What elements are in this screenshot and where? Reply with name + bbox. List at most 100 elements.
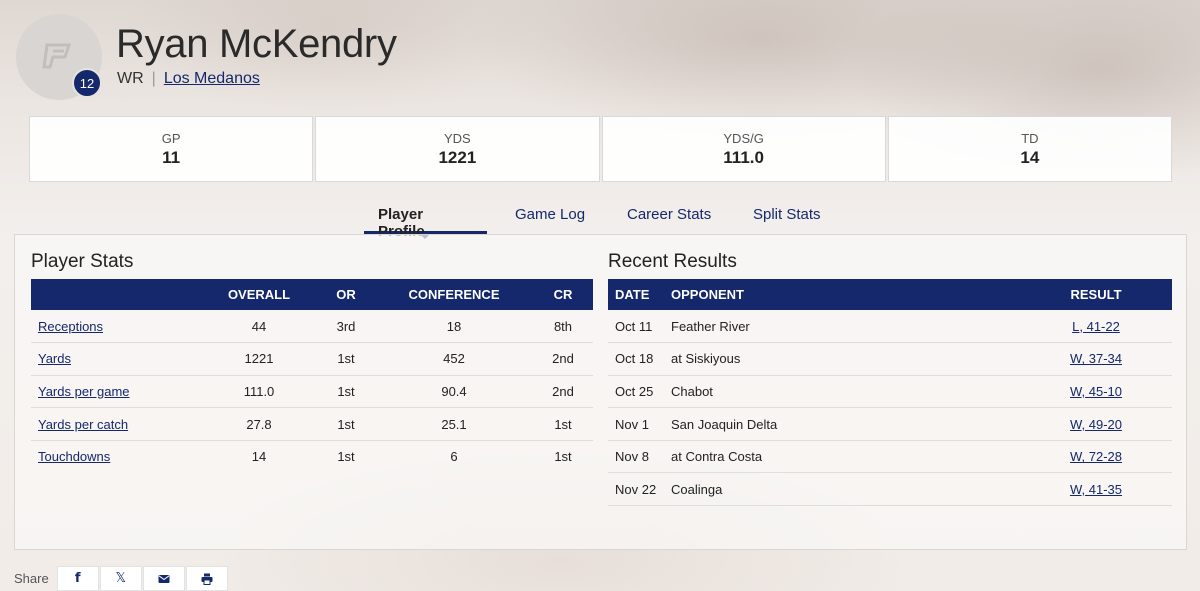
result-link[interactable]: W, 45-10 <box>1069 383 1123 399</box>
column-header-or: OR <box>336 287 356 302</box>
summary-card-td: TD 14 <box>887 116 1172 182</box>
column-header-opponent: OPPONENT <box>671 287 744 302</box>
opponent-cell: at Siskiyous <box>671 351 741 367</box>
tab-game-log[interactable]: Game Log <box>515 206 586 223</box>
table-row: Oct 18 at Siskiyous W, 37-34 <box>608 343 1172 376</box>
table-row: Yards 1221 1st 452 2nd <box>31 343 593 376</box>
table-row: Oct 25 Chabot W, 45-10 <box>608 375 1172 408</box>
overall-cell: 111.0 <box>243 383 275 399</box>
table-row: Yards per game 111.0 1st 90.4 2nd <box>31 375 593 408</box>
table-row: Oct 11 Feather River L, 41-22 <box>608 310 1172 343</box>
opponent-cell: Chabot <box>671 383 713 399</box>
table-row: Touchdowns 14 1st 6 1st <box>31 440 593 473</box>
column-header-result: RESULT <box>1070 287 1122 302</box>
share-bar: Share f 𝕏 <box>14 566 229 591</box>
summary-card-yds-per-game: YDS/G 111.0 <box>601 116 886 182</box>
logo-icon <box>42 43 72 69</box>
share-x-button[interactable]: 𝕏 <box>99 566 142 591</box>
summary-value: 11 <box>162 147 181 167</box>
conference-cell: 6 <box>450 449 458 465</box>
or-cell: 3rd <box>336 318 356 334</box>
stat-link-receptions[interactable]: Receptions <box>38 318 104 334</box>
cr-cell: 2nd <box>552 383 574 399</box>
column-header-stat <box>31 279 201 310</box>
result-link[interactable]: W, 37-34 <box>1069 351 1123 367</box>
result-link[interactable]: W, 49-20 <box>1069 416 1123 432</box>
player-meta: WR | Los Medanos <box>117 70 260 88</box>
stat-name-cell: Yards <box>31 343 201 376</box>
result-cell: W, 72-28 <box>1020 440 1172 473</box>
summary-label: TD <box>1021 130 1039 146</box>
conference-cell: 90.4 <box>441 383 467 399</box>
table-header-row: OVERALL OR CONFERENCE CR <box>31 279 593 310</box>
result-link[interactable]: L, 41-22 <box>1072 318 1120 334</box>
meta-separator: | <box>151 70 156 87</box>
date-cell: Nov 22 <box>615 481 657 497</box>
cr-cell: 1st <box>554 449 572 465</box>
school-link[interactable]: Los Medanos <box>163 70 260 87</box>
result-link[interactable]: W, 41-35 <box>1069 481 1123 497</box>
player-stats-title: Player Stats <box>31 251 134 272</box>
share-label: Share <box>14 571 49 586</box>
result-link[interactable]: W, 72-28 <box>1069 449 1123 465</box>
summary-card-yds: YDS 1221 <box>315 116 600 182</box>
summary-label: YDS/G <box>723 130 764 146</box>
date-cell: Nov 1 <box>615 416 649 432</box>
player-name: Ryan McKendry <box>116 22 397 66</box>
share-email-button[interactable] <box>142 566 185 591</box>
opponent-cell: San Joaquin Delta <box>671 416 778 432</box>
date-cell: Nov 8 <box>615 449 649 465</box>
profile-tabs: Player Profile Game Log Career Stats Spl… <box>364 198 839 240</box>
stat-link-yards-per-catch[interactable]: Yards per catch <box>38 416 129 432</box>
email-icon <box>158 574 170 583</box>
conference-cell: 452 <box>443 351 465 367</box>
share-print-button[interactable] <box>185 566 228 591</box>
table-row: Receptions 44 3rd 18 8th <box>31 310 593 343</box>
column-header-cr: CR <box>553 287 573 302</box>
stat-link-yards[interactable]: Yards <box>38 351 71 367</box>
player-stats-table: OVERALL OR CONFERENCE CR Receptions 44 3… <box>31 279 593 473</box>
opponent-cell: Feather River <box>671 318 750 334</box>
share-facebook-button[interactable]: f <box>56 566 99 591</box>
summary-cards: GP 11 YDS 1221 YDS/G 111.0 TD 14 <box>29 116 1172 182</box>
overall-cell: 14 <box>251 449 267 465</box>
conference-cell: 18 <box>446 318 462 334</box>
overall-cell: 27.8 <box>246 416 272 432</box>
profile-panel: Player Stats OVERALL OR CONFERENCE CR Re… <box>14 234 1187 550</box>
player-position: WR <box>117 70 144 87</box>
stat-name-cell: Receptions <box>31 310 201 343</box>
summary-value: 1221 <box>438 147 477 167</box>
summary-label: GP <box>161 130 181 146</box>
tab-split-stats[interactable]: Split Stats <box>753 206 821 223</box>
stat-link-touchdowns[interactable]: Touchdowns <box>38 449 111 465</box>
conference-cell: 25.1 <box>441 416 467 432</box>
or-cell: 1st <box>337 416 355 432</box>
print-icon <box>201 573 213 585</box>
facebook-icon: f <box>74 571 81 586</box>
x-icon: 𝕏 <box>115 571 126 586</box>
summary-value: 111.0 <box>723 147 764 167</box>
table-row: Nov 8 at Contra Costa W, 72-28 <box>608 440 1172 473</box>
column-header-conference: CONFERENCE <box>408 287 500 302</box>
summary-value: 14 <box>1020 147 1040 167</box>
date-cell: Oct 25 <box>615 383 654 399</box>
overall-cell: 1221 <box>244 351 274 367</box>
column-header-date: DATE <box>615 287 650 302</box>
cr-cell: 2nd <box>552 351 574 367</box>
summary-card-gp: GP 11 <box>29 116 314 182</box>
column-header-overall: OVERALL <box>227 287 291 302</box>
tab-player-profile[interactable]: Player Profile <box>364 198 487 240</box>
table-row: Nov 22 Coalinga W, 41-35 <box>608 473 1172 506</box>
tab-career-stats[interactable]: Career Stats <box>627 206 712 223</box>
table-row: Nov 1 San Joaquin Delta W, 49-20 <box>608 408 1172 441</box>
overall-cell: 44 <box>251 318 267 334</box>
stat-name-cell: Touchdowns <box>31 440 201 473</box>
stat-name-cell: Yards per game <box>31 375 201 408</box>
summary-label: YDS <box>444 130 471 146</box>
table-header-row: DATE OPPONENT RESULT <box>608 279 1172 310</box>
stat-link-yards-per-game[interactable]: Yards per game <box>38 383 130 399</box>
result-cell: L, 41-22 <box>1020 310 1172 343</box>
result-cell: W, 37-34 <box>1020 343 1172 376</box>
table-row: Yards per catch 27.8 1st 25.1 1st <box>31 408 593 441</box>
cr-cell: 8th <box>553 318 573 334</box>
